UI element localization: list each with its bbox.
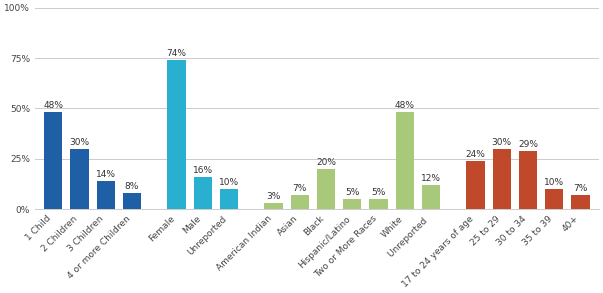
Text: 20%: 20% — [316, 158, 336, 167]
Text: 5%: 5% — [345, 188, 359, 197]
Text: 24%: 24% — [466, 150, 485, 159]
Text: 48%: 48% — [395, 101, 415, 110]
Text: 74%: 74% — [166, 49, 186, 58]
Bar — [493, 149, 511, 209]
Bar — [396, 113, 414, 209]
Text: 16%: 16% — [193, 166, 213, 175]
Bar — [71, 149, 89, 209]
Text: 10%: 10% — [219, 178, 239, 187]
Text: 12%: 12% — [421, 174, 441, 183]
Text: 30%: 30% — [491, 138, 512, 147]
Bar — [194, 177, 212, 209]
Bar — [421, 185, 440, 209]
Text: 8%: 8% — [125, 182, 139, 191]
Text: 10%: 10% — [544, 178, 564, 187]
Text: 7%: 7% — [573, 184, 588, 193]
Bar — [369, 199, 388, 209]
Text: 5%: 5% — [371, 188, 386, 197]
Text: 14%: 14% — [96, 170, 116, 179]
Bar — [44, 113, 63, 209]
Bar — [571, 195, 590, 209]
Text: 7%: 7% — [292, 184, 307, 193]
Bar — [317, 169, 335, 209]
Text: 29%: 29% — [518, 140, 538, 149]
Bar — [123, 193, 141, 209]
Bar — [168, 60, 186, 209]
Text: 3%: 3% — [267, 192, 281, 201]
Bar — [519, 151, 537, 209]
Bar — [291, 195, 309, 209]
Text: 30%: 30% — [69, 138, 90, 147]
Bar — [264, 203, 283, 209]
Bar — [466, 161, 485, 209]
Text: 48%: 48% — [43, 101, 63, 110]
Bar — [220, 189, 238, 209]
Bar — [545, 189, 563, 209]
Bar — [343, 199, 361, 209]
Bar — [96, 181, 115, 209]
